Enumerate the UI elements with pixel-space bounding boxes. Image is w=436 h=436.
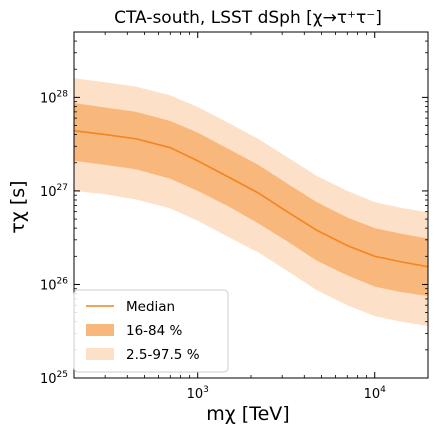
legend-swatch-2-5-97-5 [86, 348, 114, 360]
y-tick-label: 1026 [40, 276, 68, 293]
y-tick-label: 1027 [40, 183, 68, 200]
lines-layer [73, 129, 429, 268]
x-tick-label: 104 [364, 385, 387, 402]
legend-label-16-84: 16-84 % [126, 323, 183, 339]
median-line [73, 129, 429, 268]
y-tick-label: 1028 [40, 89, 68, 106]
legend-label-2-5-97-5: 2.5-97.5 % [126, 347, 200, 363]
x-axis: 103 104 [104, 32, 387, 402]
legend: Median 16-84 % 2.5-97.5 % [73, 289, 229, 373]
y-axis: 1025 1026 1027 1028 [40, 40, 428, 387]
legend-label-median: Median [126, 299, 175, 315]
x-tick-label: 103 [187, 385, 209, 402]
y-tick-label: 1025 [40, 370, 68, 387]
bands-layer [74, 78, 428, 326]
x-axis-label: mχ [TeV] [206, 403, 289, 425]
y-axis-label: τχ [s] [7, 180, 29, 233]
legend-items: Median 16-84 % 2.5-97.5 % [86, 299, 200, 363]
legend-swatch-16-84 [86, 324, 114, 336]
chart-title: CTA-south, LSST dSph [χ→τ⁺τ⁻] [114, 8, 382, 28]
band-16-84 [74, 103, 428, 297]
